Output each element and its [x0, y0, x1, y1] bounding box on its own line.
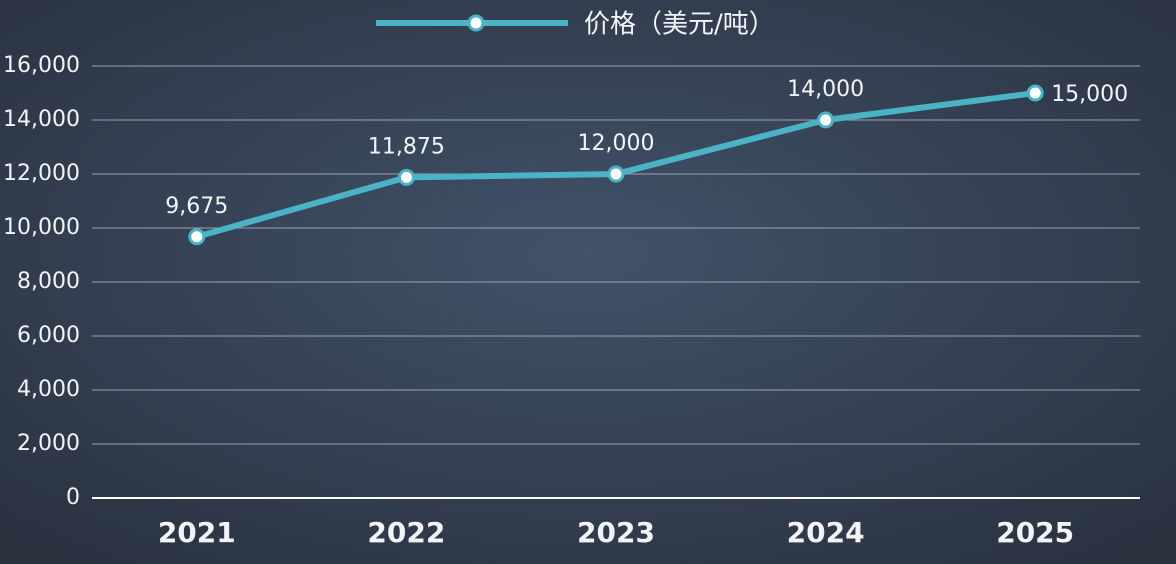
- x-tick-label: 2022: [367, 516, 445, 549]
- y-tick-label: 8,000: [17, 269, 80, 294]
- point: [817, 111, 835, 129]
- legend-marker: [467, 14, 485, 32]
- data-label: 14,000: [787, 77, 864, 102]
- data-label: 11,875: [368, 134, 445, 159]
- point: [188, 228, 206, 246]
- point: [397, 168, 415, 186]
- y-tick-label: 0: [66, 485, 80, 510]
- data-label: 9,675: [165, 194, 228, 219]
- x-tick-label: 2024: [787, 516, 865, 549]
- y-tick-label: 12,000: [3, 161, 80, 186]
- point: [607, 165, 625, 183]
- y-tick-label: 14,000: [3, 107, 80, 132]
- y-tick-label: 4,000: [17, 377, 80, 402]
- y-tick-label: 10,000: [3, 215, 80, 240]
- x-tick-label: 2025: [996, 516, 1074, 549]
- x-tick-label: 2023: [577, 516, 655, 549]
- point: [1026, 84, 1044, 102]
- legend-label: 价格（美元/吨）: [584, 10, 775, 40]
- x-tick-label: 2021: [158, 516, 236, 549]
- y-tick-label: 16,000: [3, 53, 80, 78]
- y-tick-label: 2,000: [17, 431, 80, 456]
- data-label: 15,000: [1051, 82, 1128, 107]
- data-label: 12,000: [578, 131, 655, 156]
- y-tick-label: 6,000: [17, 323, 80, 348]
